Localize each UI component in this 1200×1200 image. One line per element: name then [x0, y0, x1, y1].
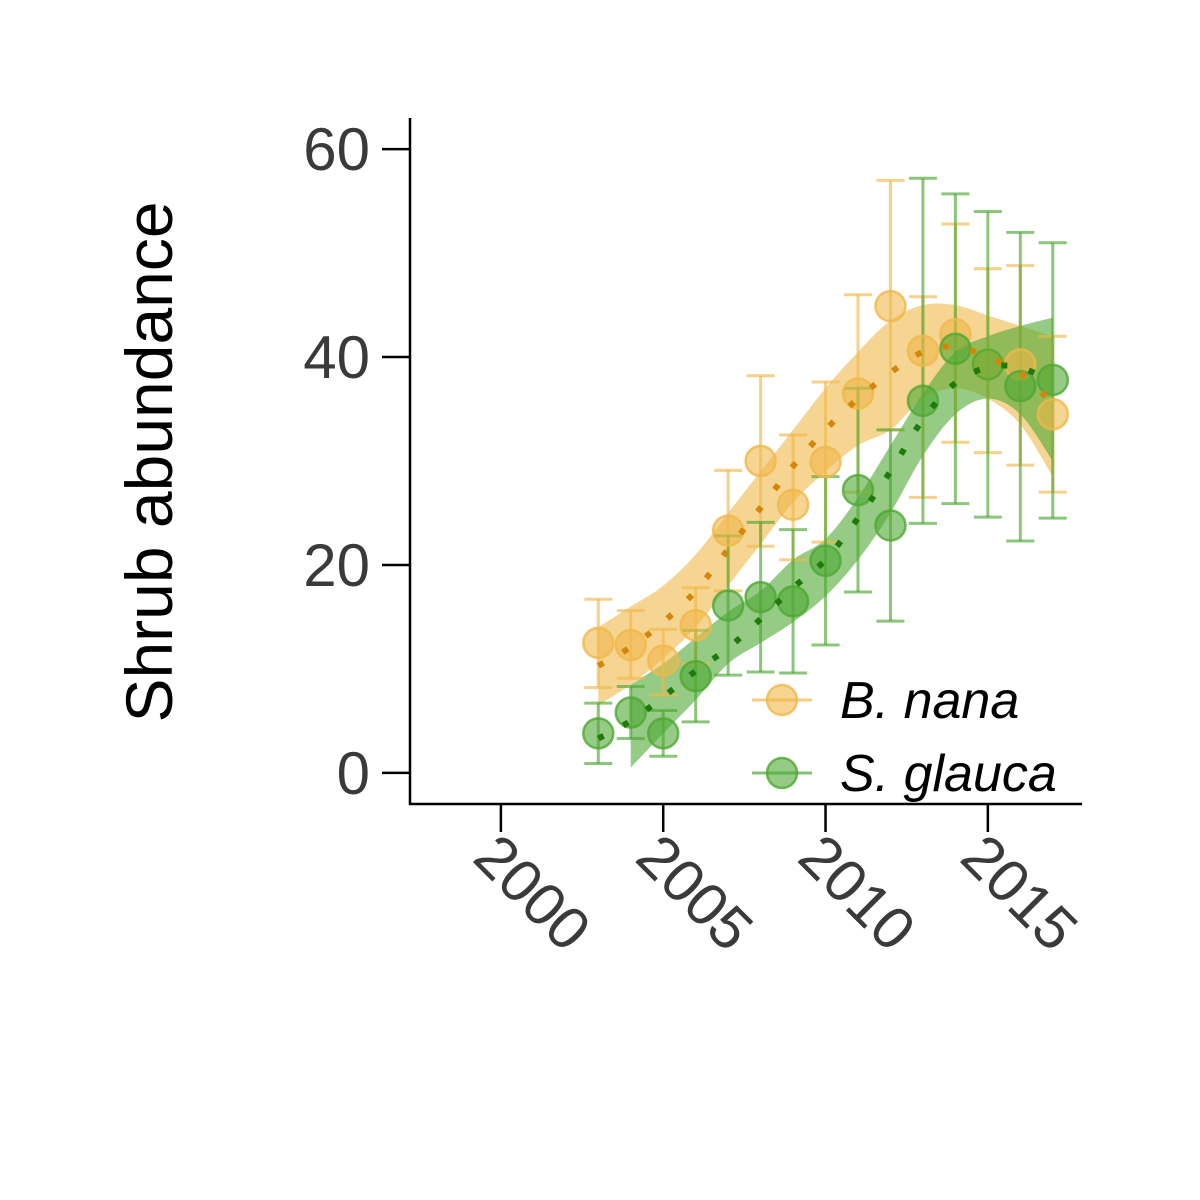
y-axis-ticks: 0 20 40 60: [303, 116, 410, 807]
point-s-glauca: [679, 659, 712, 693]
point-s-glauca: [776, 585, 810, 618]
point-s-glauca: [841, 473, 875, 507]
point-s-glauca: [711, 589, 745, 622]
x-tick-label: 2005: [624, 822, 766, 964]
point-s-glauca: [874, 509, 907, 542]
axes: [408, 118, 1082, 806]
point-b-nana: [841, 377, 875, 410]
legend-marker: [765, 756, 799, 790]
point-b-nana: [809, 445, 842, 479]
x-tick-label: 2010: [786, 822, 928, 964]
x-axis-ticks: 2000 2005 2010 2015: [462, 804, 1091, 964]
fit-line-s-glauca: [596, 362, 1055, 742]
point-s-glauca: [646, 717, 680, 750]
point-b-nana: [906, 334, 940, 368]
point-b-nana: [874, 289, 907, 323]
data-points: [582, 289, 1070, 750]
legend: B. nana S. glauca: [752, 672, 1057, 803]
point-s-glauca: [1036, 363, 1070, 397]
point-s-glauca: [744, 580, 777, 614]
point-b-nana: [711, 514, 745, 547]
point-s-glauca: [906, 384, 940, 417]
point-s-glauca: [614, 696, 648, 729]
legend-label: S. glauca: [840, 745, 1057, 803]
legend-item-s-glauca: S. glauca: [752, 745, 1057, 803]
point-b-nana: [582, 626, 615, 660]
point-b-nana: [776, 488, 810, 521]
point-b-nana: [744, 444, 777, 478]
axis-frame: [408, 118, 1082, 806]
legend-label: B. nana: [840, 672, 1019, 730]
legend-item-b-nana: B. nana: [752, 672, 1019, 730]
y-tick-label: 0: [337, 740, 370, 807]
point-b-nana: [1036, 397, 1070, 431]
point-b-nana: [646, 644, 680, 677]
fit-lines: [596, 343, 1055, 742]
point-b-nana: [614, 628, 648, 662]
y-axis-label: Shrub abundance: [112, 201, 186, 722]
x-tick-label: 2015: [949, 822, 1091, 964]
point-s-glauca: [939, 332, 972, 365]
legend-marker: [765, 683, 799, 717]
y-tick-label: 60: [303, 116, 370, 183]
point-s-glauca: [809, 544, 842, 578]
error-bars: [584, 176, 1067, 765]
point-s-glauca: [1004, 369, 1037, 403]
x-tick-label: 2000: [462, 822, 604, 964]
y-tick-label: 20: [303, 532, 370, 599]
point-s-glauca: [582, 717, 615, 750]
y-tick-label: 40: [303, 324, 370, 391]
point-b-nana: [679, 608, 712, 642]
